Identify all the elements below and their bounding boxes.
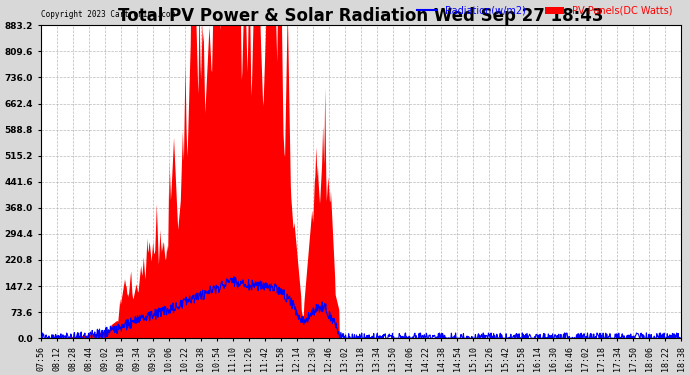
Text: Copyright 2023 Cartronics.com: Copyright 2023 Cartronics.com — [41, 10, 175, 19]
Title: Total PV Power & Solar Radiation Wed Sep 27 18:43: Total PV Power & Solar Radiation Wed Sep… — [118, 7, 604, 25]
Legend: Radiation(w/m2), PV Panels(DC Watts): Radiation(w/m2), PV Panels(DC Watts) — [413, 2, 676, 20]
